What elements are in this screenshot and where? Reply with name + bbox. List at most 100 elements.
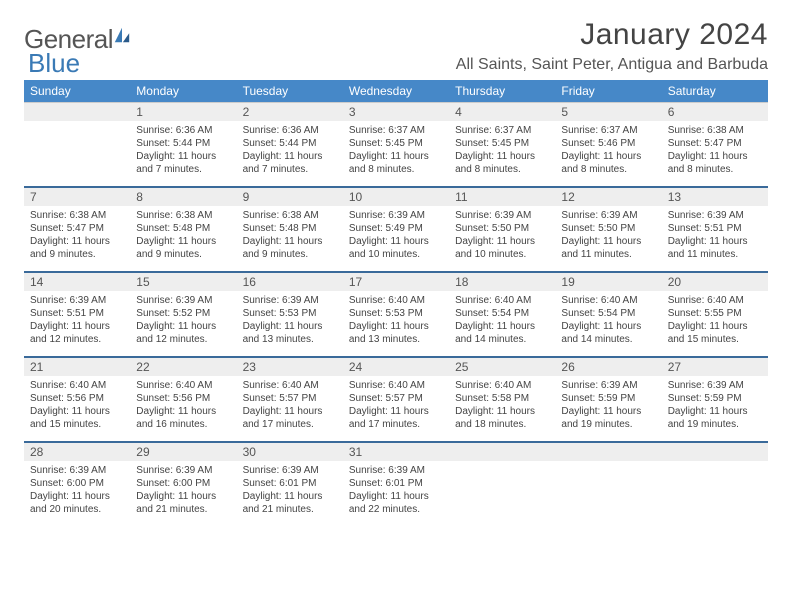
- day-body: [449, 461, 555, 521]
- day-body: Sunrise: 6:39 AMSunset: 5:49 PMDaylight:…: [343, 206, 449, 271]
- day-body: Sunrise: 6:36 AMSunset: 5:44 PMDaylight:…: [237, 121, 343, 186]
- calendar-cell: 2Sunrise: 6:36 AMSunset: 5:44 PMDaylight…: [237, 102, 343, 186]
- day-body: Sunrise: 6:39 AMSunset: 6:00 PMDaylight:…: [130, 461, 236, 526]
- calendar-cell: 28Sunrise: 6:39 AMSunset: 6:00 PMDayligh…: [24, 441, 130, 526]
- calendar-cell: 10Sunrise: 6:39 AMSunset: 5:49 PMDayligh…: [343, 186, 449, 271]
- calendar-cell: 5Sunrise: 6:37 AMSunset: 5:46 PMDaylight…: [555, 102, 661, 186]
- calendar-cell: 20Sunrise: 6:40 AMSunset: 5:55 PMDayligh…: [662, 271, 768, 356]
- logo-sail-icon: [113, 26, 131, 44]
- title-block: January 2024 All Saints, Saint Peter, An…: [456, 18, 768, 74]
- day-number: 5: [555, 102, 661, 121]
- weekday-header-row: Sunday Monday Tuesday Wednesday Thursday…: [24, 80, 768, 102]
- calendar-cell: 30Sunrise: 6:39 AMSunset: 6:01 PMDayligh…: [237, 441, 343, 526]
- day-body: Sunrise: 6:39 AMSunset: 5:59 PMDaylight:…: [662, 376, 768, 441]
- calendar-cell: 7Sunrise: 6:38 AMSunset: 5:47 PMDaylight…: [24, 186, 130, 271]
- day-body: Sunrise: 6:40 AMSunset: 5:54 PMDaylight:…: [449, 291, 555, 356]
- weekday-header: Sunday: [24, 80, 130, 102]
- day-number: 3: [343, 102, 449, 121]
- calendar-row: 7Sunrise: 6:38 AMSunset: 5:47 PMDaylight…: [24, 186, 768, 271]
- weekday-header: Saturday: [662, 80, 768, 102]
- weekday-header: Monday: [130, 80, 236, 102]
- calendar-row: 1Sunrise: 6:36 AMSunset: 5:44 PMDaylight…: [24, 102, 768, 186]
- calendar-row: 14Sunrise: 6:39 AMSunset: 5:51 PMDayligh…: [24, 271, 768, 356]
- day-number: 25: [449, 356, 555, 376]
- day-body: Sunrise: 6:40 AMSunset: 5:53 PMDaylight:…: [343, 291, 449, 356]
- calendar-cell: 24Sunrise: 6:40 AMSunset: 5:57 PMDayligh…: [343, 356, 449, 441]
- day-number: 10: [343, 186, 449, 206]
- day-body: Sunrise: 6:37 AMSunset: 5:45 PMDaylight:…: [343, 121, 449, 186]
- calendar-cell: 11Sunrise: 6:39 AMSunset: 5:50 PMDayligh…: [449, 186, 555, 271]
- day-body: Sunrise: 6:39 AMSunset: 5:59 PMDaylight:…: [555, 376, 661, 441]
- weekday-header: Wednesday: [343, 80, 449, 102]
- calendar-cell: 26Sunrise: 6:39 AMSunset: 5:59 PMDayligh…: [555, 356, 661, 441]
- day-number: 29: [130, 441, 236, 461]
- calendar-cell: 17Sunrise: 6:40 AMSunset: 5:53 PMDayligh…: [343, 271, 449, 356]
- day-number: 21: [24, 356, 130, 376]
- day-number: 23: [237, 356, 343, 376]
- calendar-cell: [24, 102, 130, 186]
- calendar-cell: 9Sunrise: 6:38 AMSunset: 5:48 PMDaylight…: [237, 186, 343, 271]
- calendar-table: Sunday Monday Tuesday Wednesday Thursday…: [24, 80, 768, 526]
- day-number: 4: [449, 102, 555, 121]
- day-body: Sunrise: 6:40 AMSunset: 5:56 PMDaylight:…: [130, 376, 236, 441]
- day-number: [662, 441, 768, 461]
- calendar-cell: 21Sunrise: 6:40 AMSunset: 5:56 PMDayligh…: [24, 356, 130, 441]
- day-body: Sunrise: 6:40 AMSunset: 5:55 PMDaylight:…: [662, 291, 768, 356]
- day-body: Sunrise: 6:39 AMSunset: 5:50 PMDaylight:…: [555, 206, 661, 271]
- calendar-row: 28Sunrise: 6:39 AMSunset: 6:00 PMDayligh…: [24, 441, 768, 526]
- day-number: 6: [662, 102, 768, 121]
- day-number: 15: [130, 271, 236, 291]
- calendar-cell: 19Sunrise: 6:40 AMSunset: 5:54 PMDayligh…: [555, 271, 661, 356]
- day-number: 27: [662, 356, 768, 376]
- day-number: 30: [237, 441, 343, 461]
- day-number: 24: [343, 356, 449, 376]
- day-body: Sunrise: 6:38 AMSunset: 5:48 PMDaylight:…: [237, 206, 343, 271]
- calendar-cell: [555, 441, 661, 526]
- day-number: 14: [24, 271, 130, 291]
- day-body: Sunrise: 6:39 AMSunset: 5:52 PMDaylight:…: [130, 291, 236, 356]
- calendar-cell: 3Sunrise: 6:37 AMSunset: 5:45 PMDaylight…: [343, 102, 449, 186]
- calendar-cell: [449, 441, 555, 526]
- header: General January 2024 All Saints, Saint P…: [24, 18, 768, 74]
- day-body: Sunrise: 6:38 AMSunset: 5:47 PMDaylight:…: [24, 206, 130, 271]
- weekday-header: Friday: [555, 80, 661, 102]
- day-body: Sunrise: 6:40 AMSunset: 5:57 PMDaylight:…: [343, 376, 449, 441]
- day-body: Sunrise: 6:39 AMSunset: 5:53 PMDaylight:…: [237, 291, 343, 356]
- day-body: Sunrise: 6:39 AMSunset: 6:01 PMDaylight:…: [237, 461, 343, 526]
- calendar-cell: 18Sunrise: 6:40 AMSunset: 5:54 PMDayligh…: [449, 271, 555, 356]
- calendar-cell: 15Sunrise: 6:39 AMSunset: 5:52 PMDayligh…: [130, 271, 236, 356]
- day-body: Sunrise: 6:38 AMSunset: 5:48 PMDaylight:…: [130, 206, 236, 271]
- day-number: 7: [24, 186, 130, 206]
- day-number: [555, 441, 661, 461]
- calendar-cell: 31Sunrise: 6:39 AMSunset: 6:01 PMDayligh…: [343, 441, 449, 526]
- day-number: 28: [24, 441, 130, 461]
- day-number: 17: [343, 271, 449, 291]
- day-number: 8: [130, 186, 236, 206]
- day-body: Sunrise: 6:40 AMSunset: 5:56 PMDaylight:…: [24, 376, 130, 441]
- calendar-row: 21Sunrise: 6:40 AMSunset: 5:56 PMDayligh…: [24, 356, 768, 441]
- day-body: Sunrise: 6:37 AMSunset: 5:46 PMDaylight:…: [555, 121, 661, 186]
- day-body: Sunrise: 6:40 AMSunset: 5:58 PMDaylight:…: [449, 376, 555, 441]
- day-body: Sunrise: 6:40 AMSunset: 5:57 PMDaylight:…: [237, 376, 343, 441]
- calendar-cell: 16Sunrise: 6:39 AMSunset: 5:53 PMDayligh…: [237, 271, 343, 356]
- day-body: Sunrise: 6:40 AMSunset: 5:54 PMDaylight:…: [555, 291, 661, 356]
- weekday-header: Thursday: [449, 80, 555, 102]
- day-number: 12: [555, 186, 661, 206]
- day-body: Sunrise: 6:36 AMSunset: 5:44 PMDaylight:…: [130, 121, 236, 186]
- calendar-cell: 22Sunrise: 6:40 AMSunset: 5:56 PMDayligh…: [130, 356, 236, 441]
- month-title: January 2024: [456, 18, 768, 52]
- day-body: Sunrise: 6:39 AMSunset: 5:51 PMDaylight:…: [24, 291, 130, 356]
- weekday-header: Tuesday: [237, 80, 343, 102]
- day-body: Sunrise: 6:39 AMSunset: 6:01 PMDaylight:…: [343, 461, 449, 526]
- day-number: 18: [449, 271, 555, 291]
- calendar-cell: [662, 441, 768, 526]
- calendar-cell: 12Sunrise: 6:39 AMSunset: 5:50 PMDayligh…: [555, 186, 661, 271]
- day-body: Sunrise: 6:39 AMSunset: 5:51 PMDaylight:…: [662, 206, 768, 271]
- calendar-cell: 13Sunrise: 6:39 AMSunset: 5:51 PMDayligh…: [662, 186, 768, 271]
- day-body: Sunrise: 6:39 AMSunset: 6:00 PMDaylight:…: [24, 461, 130, 526]
- day-body: Sunrise: 6:38 AMSunset: 5:47 PMDaylight:…: [662, 121, 768, 186]
- day-number: 1: [130, 102, 236, 121]
- calendar-cell: 27Sunrise: 6:39 AMSunset: 5:59 PMDayligh…: [662, 356, 768, 441]
- location: All Saints, Saint Peter, Antigua and Bar…: [456, 56, 768, 74]
- day-number: 20: [662, 271, 768, 291]
